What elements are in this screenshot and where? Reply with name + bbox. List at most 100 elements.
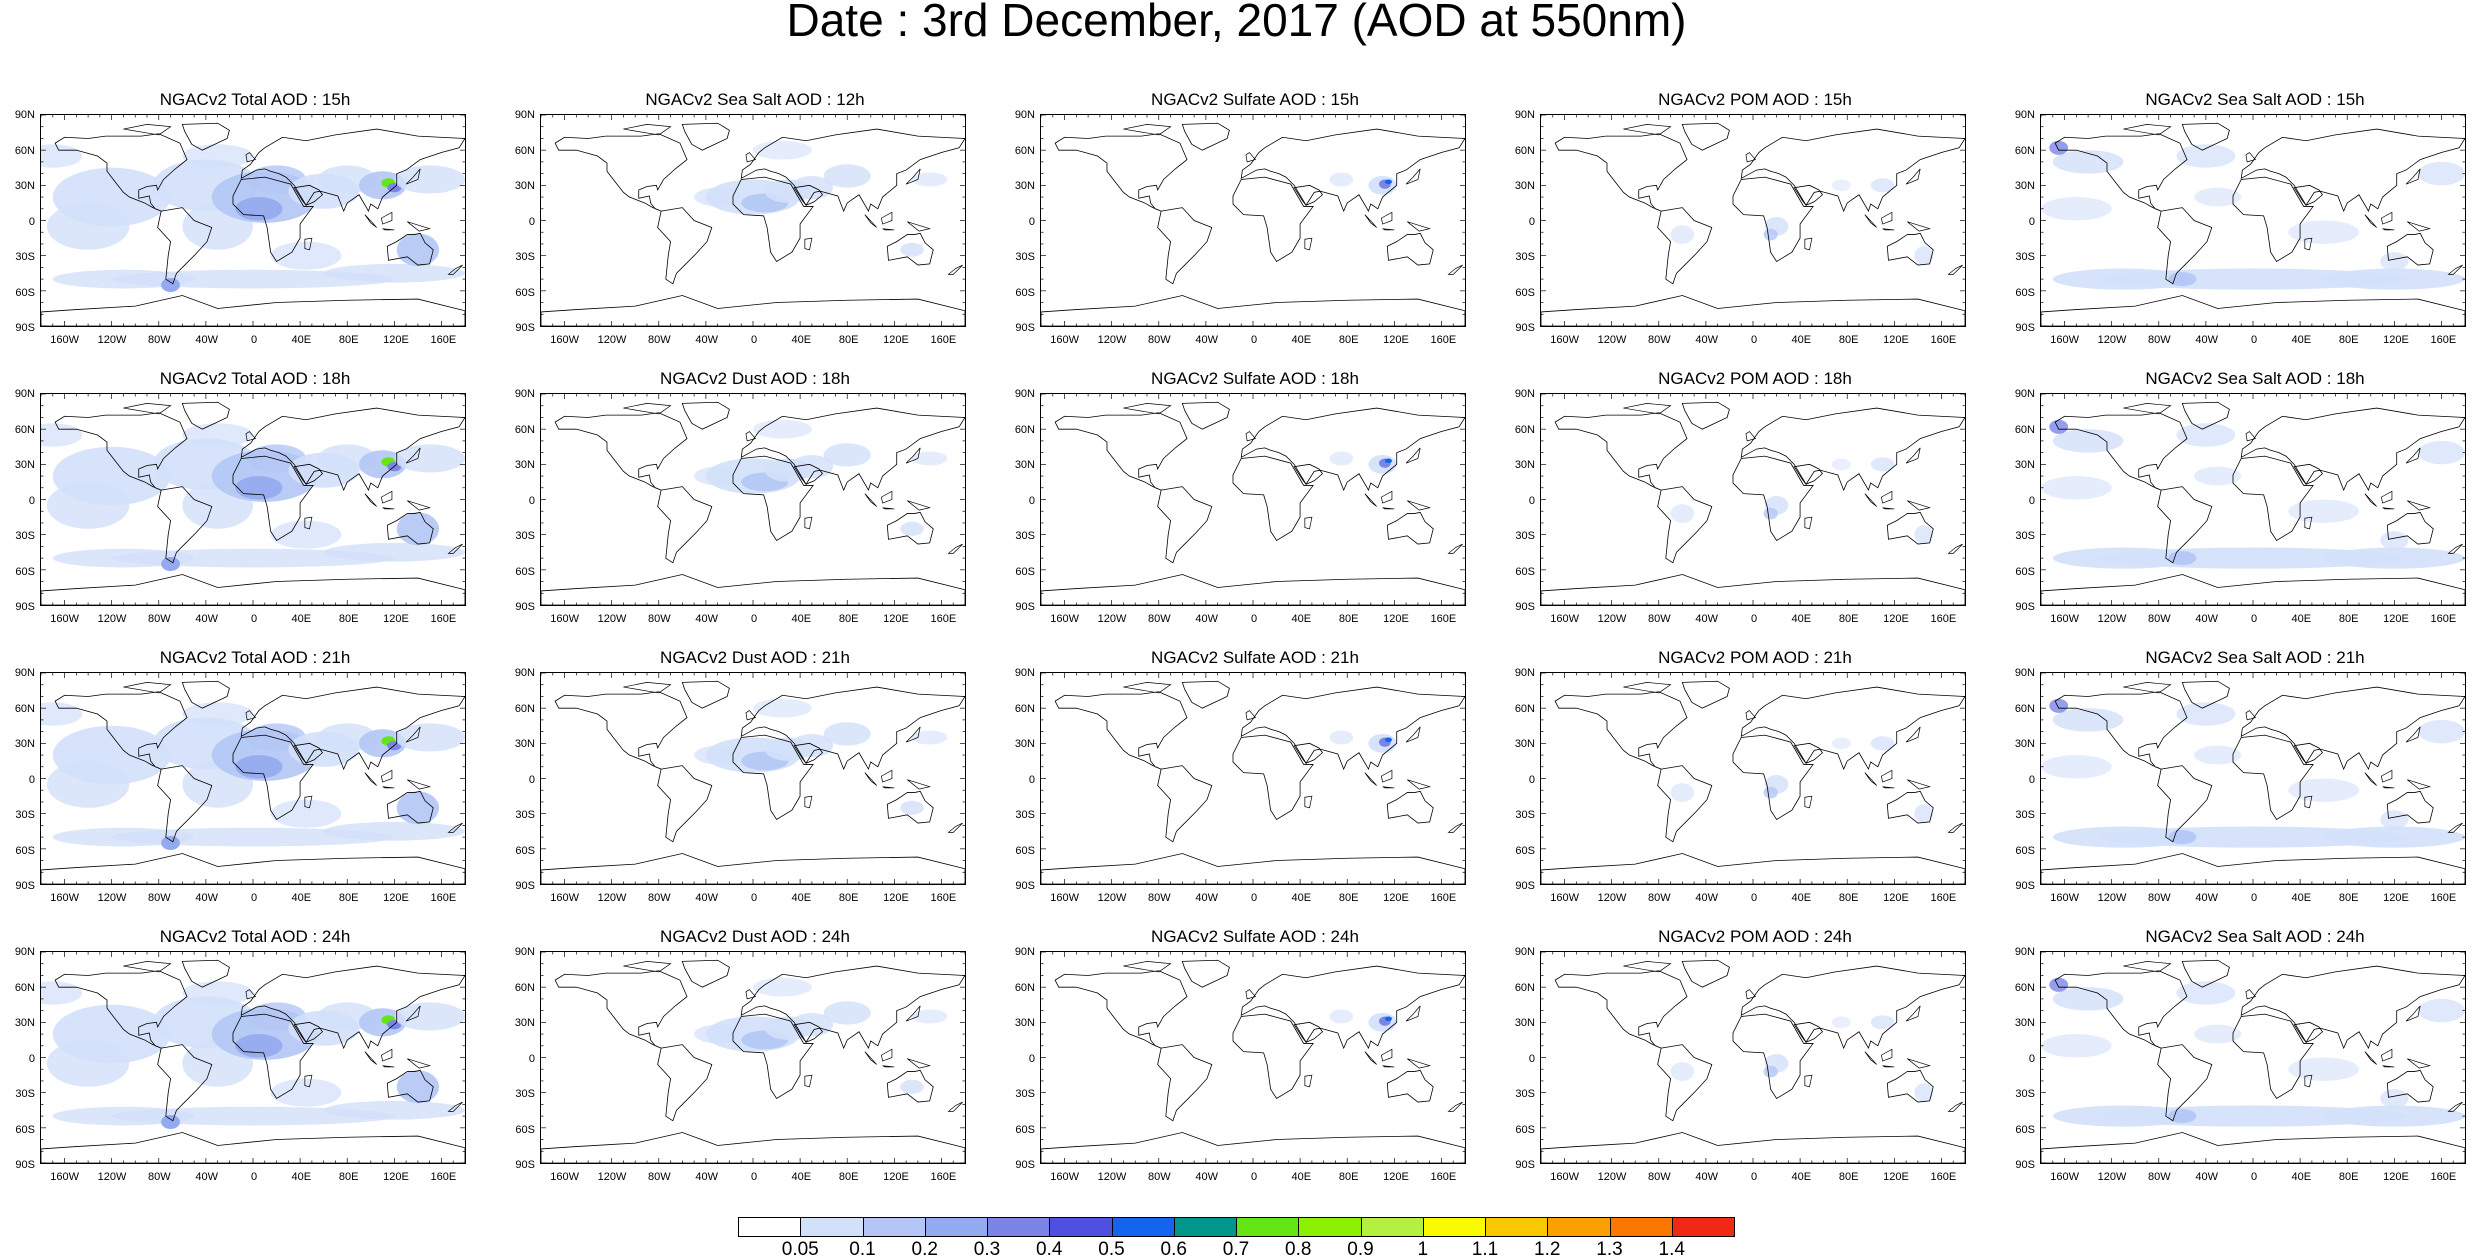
lon-tick-label: 80W: [2148, 892, 2171, 904]
aod-patch: [394, 444, 465, 473]
lat-tick-label: 90S: [1515, 880, 1535, 892]
coastlines: [541, 122, 965, 326]
aod-patch: [1384, 737, 1392, 743]
coastline-island: [245, 431, 257, 442]
coastline-arabia: [2293, 184, 2324, 206]
coastline-island: [804, 237, 813, 251]
lat-tick-label: 30S: [515, 809, 535, 821]
lat-tick-label: 90N: [1514, 109, 1535, 121]
aod-patch: [41, 144, 83, 168]
lon-tick-label: 160W: [550, 613, 580, 625]
coastline-africa: [232, 455, 314, 542]
lon-tick-label: 40E: [1791, 892, 1812, 904]
lat-tick-label: 60N: [1014, 981, 1035, 994]
lon-tick-label: 160W: [550, 1171, 580, 1183]
coastline-africa: [732, 734, 814, 821]
coastline-southAmerica: [2157, 486, 2213, 564]
coastline-island: [1381, 769, 1393, 783]
lon-tick-label: 160W: [2050, 892, 2080, 904]
aod-patch: [2052, 1105, 2195, 1127]
lon-tick-label: 160E: [2430, 613, 2457, 625]
coastline-europeAsia: [2240, 686, 2465, 771]
lon-tick-label: 120W: [97, 892, 127, 904]
coastline-europeAsia: [740, 965, 965, 1050]
coastline-island: [2447, 264, 2463, 275]
panel-title: NGACv2 Sea Salt AOD : 18h: [2145, 369, 2365, 388]
coastline-island: [745, 431, 757, 442]
coastline-greenland: [181, 680, 230, 709]
colorbar-box: [987, 1217, 1051, 1237]
lat-tick-label: 60S: [1515, 844, 1535, 857]
coastline-island: [864, 772, 877, 786]
coastlines: [41, 122, 465, 326]
lon-tick-label: 80W: [1648, 892, 1671, 904]
coastline-island: [1405, 168, 1421, 185]
coastline-island: [2245, 710, 2257, 721]
coastline-island: [1447, 543, 1463, 554]
coastlines: [2041, 401, 2465, 605]
coastline-island: [405, 447, 421, 464]
coastline-island: [1864, 1051, 1877, 1065]
coastline-island: [2407, 779, 2431, 790]
lon-tick-label: 120E: [2383, 334, 2409, 346]
lat-tick-label: 30S: [2015, 251, 2035, 263]
coastline-australia: [2386, 1069, 2434, 1103]
lon-tick-label: 120E: [1883, 334, 1909, 346]
lat-tick-label: 90S: [15, 322, 35, 334]
coastline-island: [1905, 168, 1921, 185]
lon-tick-label: 120W: [1597, 892, 1627, 904]
aod-patch: [323, 542, 465, 562]
lon-tick-label: 80E: [338, 892, 359, 904]
coastline-arabia: [1793, 742, 1824, 764]
lon-tick-label: 80E: [1838, 613, 1859, 625]
lat-tick-label: 30S: [1015, 251, 1035, 263]
coastline-greenland: [2181, 959, 2230, 988]
coastline-island: [905, 1005, 921, 1022]
map-frame: 90N 60N 30N 0 30S 60S 90S 160W 120W 80W 40W 0 40E 80E…: [1515, 109, 1966, 346]
aod-patch: [161, 835, 180, 851]
lon-tick-label: 120W: [2097, 892, 2127, 904]
lat-tick-label: 30N: [1014, 180, 1035, 192]
coastline-arabia: [2293, 463, 2324, 485]
aod-patch: [235, 476, 283, 500]
coastline-southAmerica: [1157, 207, 1213, 285]
lat-tick-label: 60N: [514, 423, 535, 436]
axis-ticks: [1541, 952, 1965, 1163]
lat-tick-label: 30N: [1514, 459, 1535, 471]
coastline-africa: [2232, 455, 2314, 542]
axis-ticks: [1541, 673, 1965, 884]
coastline-southAmerica: [157, 1044, 213, 1122]
coastline-arabia: [293, 184, 324, 206]
panel-title: NGACv2 Total AOD : 24h: [159, 927, 351, 946]
panel-title: NGACv2 POM AOD : 15h: [1658, 90, 1852, 109]
panel-title: NGACv2 Sea Salt AOD : 24h: [2145, 927, 2365, 946]
coastline-island: [1405, 1005, 1421, 1022]
lon-tick-label: 0: [1250, 892, 1258, 904]
coastline-australia: [386, 232, 434, 266]
lon-tick-label: 40E: [1291, 334, 1312, 346]
coastline-australia: [1886, 511, 1934, 545]
coastline-island: [447, 543, 463, 554]
lon-tick-label: 0: [2250, 1171, 2258, 1183]
coastline-antarctica: [41, 1132, 465, 1163]
coastline-northAmerica: [1054, 133, 1188, 212]
lon-tick-label: 40W: [1195, 613, 1218, 625]
coastline-island: [1405, 447, 1421, 464]
world-map: [1541, 115, 1965, 326]
lon-tick-label: 80E: [2338, 1171, 2359, 1183]
coastline-island: [1407, 1058, 1431, 1069]
lon-tick-label: 80W: [2148, 334, 2171, 346]
lat-tick-label: 90N: [2014, 109, 2035, 121]
lat-tick-label: 30N: [514, 180, 535, 192]
aod-patch: [1763, 786, 1778, 799]
lon-tick-label: 160W: [50, 1171, 80, 1183]
coastline-southAmerica: [157, 486, 213, 564]
world-map: [41, 952, 465, 1163]
colorbar-label: 1.2: [1534, 1239, 1561, 1260]
coastline-island: [447, 264, 463, 275]
coastline-antarctica: [1541, 853, 1965, 884]
map-frame: 90N 60N 30N 0 30S 60S 90S 160W 120W 80W 40W 0 40E 80E…: [15, 388, 466, 625]
aod-patch: [1831, 179, 1851, 192]
lon-tick-label: 160W: [1550, 613, 1580, 625]
aod-patch: [182, 981, 253, 1005]
